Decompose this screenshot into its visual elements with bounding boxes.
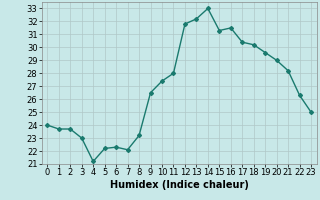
X-axis label: Humidex (Indice chaleur): Humidex (Indice chaleur) [110, 180, 249, 190]
